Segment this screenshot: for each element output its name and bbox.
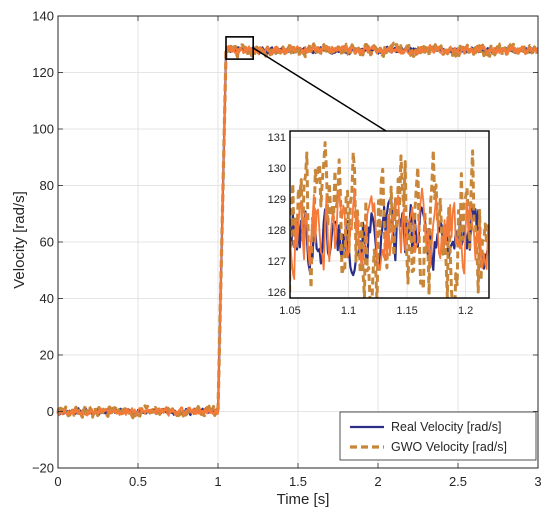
x-axis-title: Time [s] (277, 491, 330, 508)
inset-x-tick-label: 1.1 (341, 305, 356, 317)
inset-plot: 1.05 1.1 1.15 1.2 126 127 128 129 130 131 (268, 130, 490, 317)
inset-frame (289, 130, 490, 299)
y-tick-label: 100 (32, 122, 54, 137)
inset-x-tick-label: 1.15 (396, 305, 417, 317)
inset-y-tick-label: 129 (268, 194, 286, 206)
x-tick-label: 0.5 (129, 474, 147, 489)
zoom-indicator (225, 36, 387, 132)
legend-label-real-velocity: Real Velocity [rad/s] (391, 420, 501, 434)
axes (57, 15, 539, 469)
y-tick-label: 140 (32, 9, 54, 24)
y-tick-label: 20 (40, 348, 54, 363)
y-tick-label: 120 (32, 65, 54, 80)
legend-label-gwo-velocity: GWO Velocity [rad/s] (391, 440, 507, 454)
inset-y-tick-label: 128 (268, 225, 286, 237)
inset-x-tick-label: 1.05 (279, 305, 300, 317)
x-tick-label: 0 (54, 474, 61, 489)
inset-y-tick-label: 131 (268, 132, 286, 144)
x-tick-label: 2.5 (449, 474, 467, 489)
x-tick-label: 2 (374, 474, 381, 489)
inset-y-tick-label: 130 (268, 163, 286, 175)
y-tick-label: 60 (40, 235, 54, 250)
y-tick-label: 0 (47, 404, 54, 419)
x-tick-label: 1 (214, 474, 221, 489)
y-tick-label: 40 (40, 291, 54, 306)
series-line-gwo-velocity (56, 41, 539, 420)
zoom-connector-line (252, 47, 387, 132)
y-tick-label: 80 (40, 178, 54, 193)
y-axis-title: Velocity [rad/s] (11, 191, 28, 289)
inset-y-tick-label: 127 (268, 256, 286, 268)
series-line-orange-trace (57, 43, 539, 417)
inset-x-tick-label: 1.2 (458, 305, 473, 317)
y-tick-label: −20 (32, 461, 54, 476)
legend: Real Velocity [rad/s] GWO Velocity [rad/… (339, 411, 537, 461)
inset-series-line-orange-trace (290, 187, 489, 298)
inset-y-tick-label: 126 (268, 287, 286, 299)
x-tick-label: 3 (534, 474, 541, 489)
legend-box (339, 411, 537, 461)
series-group (56, 41, 539, 420)
inset-series-group (290, 141, 489, 298)
x-tick-label: 1.5 (289, 474, 307, 489)
